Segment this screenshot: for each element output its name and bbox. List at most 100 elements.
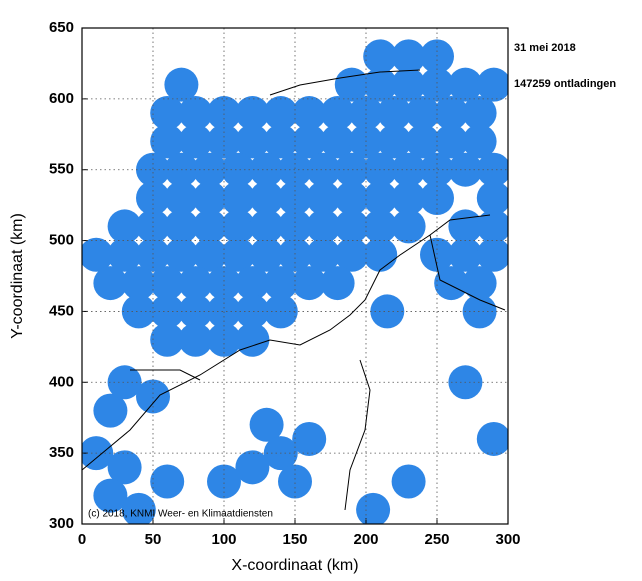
point — [292, 421, 327, 456]
point — [249, 181, 284, 216]
point — [82, 436, 114, 471]
point — [150, 294, 185, 329]
point — [221, 237, 256, 272]
point — [448, 237, 483, 272]
y-tick-label: 400 — [49, 373, 74, 390]
y-tick-label: 600 — [49, 90, 74, 107]
point — [221, 181, 256, 216]
point — [363, 209, 398, 244]
point — [320, 266, 355, 301]
point — [434, 96, 469, 131]
point — [306, 237, 341, 272]
point — [292, 124, 327, 159]
point — [136, 181, 170, 216]
point — [93, 266, 128, 301]
point — [93, 393, 128, 428]
point — [334, 181, 369, 216]
point — [235, 124, 270, 159]
point — [207, 294, 241, 329]
date-note: 31 mei 2018 — [514, 42, 576, 54]
point — [363, 181, 398, 216]
point — [235, 96, 270, 131]
point — [320, 124, 355, 159]
point — [356, 492, 391, 524]
x-tick-label: 300 — [495, 531, 520, 548]
point — [107, 237, 142, 272]
point — [320, 96, 355, 131]
point — [391, 67, 426, 102]
point — [207, 96, 241, 131]
point — [363, 67, 398, 102]
point — [178, 124, 213, 159]
point — [420, 237, 454, 272]
point — [306, 181, 341, 216]
point — [263, 266, 298, 301]
point — [278, 464, 312, 499]
point — [363, 237, 398, 272]
point — [107, 209, 142, 244]
point — [107, 450, 142, 485]
x-axis-label: X-coordinaat (km) — [231, 557, 358, 574]
point — [164, 209, 199, 244]
x-tick-label: 100 — [211, 531, 236, 548]
point — [82, 237, 114, 272]
point — [363, 39, 398, 74]
point — [476, 181, 508, 216]
point — [150, 322, 185, 357]
point — [121, 266, 156, 301]
point — [235, 294, 270, 329]
point — [249, 209, 284, 244]
point — [150, 266, 185, 301]
point — [207, 464, 241, 499]
x-tick-label: 150 — [282, 531, 307, 548]
count-note: 147259 ontladingen — [514, 78, 616, 90]
point — [292, 96, 327, 131]
y-tick-label: 500 — [49, 232, 74, 249]
point — [448, 67, 483, 102]
y-tick-label: 650 — [49, 19, 74, 36]
point — [263, 124, 298, 159]
point — [178, 266, 213, 301]
point — [420, 67, 454, 102]
point — [391, 152, 426, 187]
point — [420, 152, 454, 187]
point — [476, 67, 508, 102]
x-tick-label: 0 — [78, 531, 86, 548]
point — [178, 96, 213, 131]
y-tick-label: 450 — [49, 302, 74, 319]
point — [192, 209, 227, 244]
point — [207, 266, 241, 301]
x-tick-label: 250 — [424, 531, 449, 548]
point — [476, 237, 508, 272]
point — [235, 322, 270, 357]
point — [391, 181, 426, 216]
point — [476, 209, 508, 244]
point — [263, 96, 298, 131]
map-outline — [82, 69, 506, 511]
point — [434, 124, 469, 159]
point — [192, 152, 227, 187]
point — [136, 152, 170, 187]
point — [334, 237, 369, 272]
point — [249, 237, 284, 272]
point — [164, 181, 199, 216]
point — [107, 365, 142, 400]
point — [150, 124, 185, 159]
point — [93, 478, 128, 513]
point — [462, 266, 497, 301]
point — [334, 67, 369, 102]
plot-frame — [81, 27, 509, 525]
point — [434, 266, 469, 301]
point — [334, 152, 369, 187]
point — [462, 124, 497, 159]
points — [82, 39, 508, 524]
point — [334, 209, 369, 244]
point — [164, 67, 199, 102]
point — [448, 209, 483, 244]
point — [476, 421, 508, 456]
y-tick-label: 550 — [49, 161, 74, 178]
y-tick-label: 300 — [49, 515, 74, 532]
x-tick-label: 200 — [353, 531, 378, 548]
point — [370, 294, 405, 329]
